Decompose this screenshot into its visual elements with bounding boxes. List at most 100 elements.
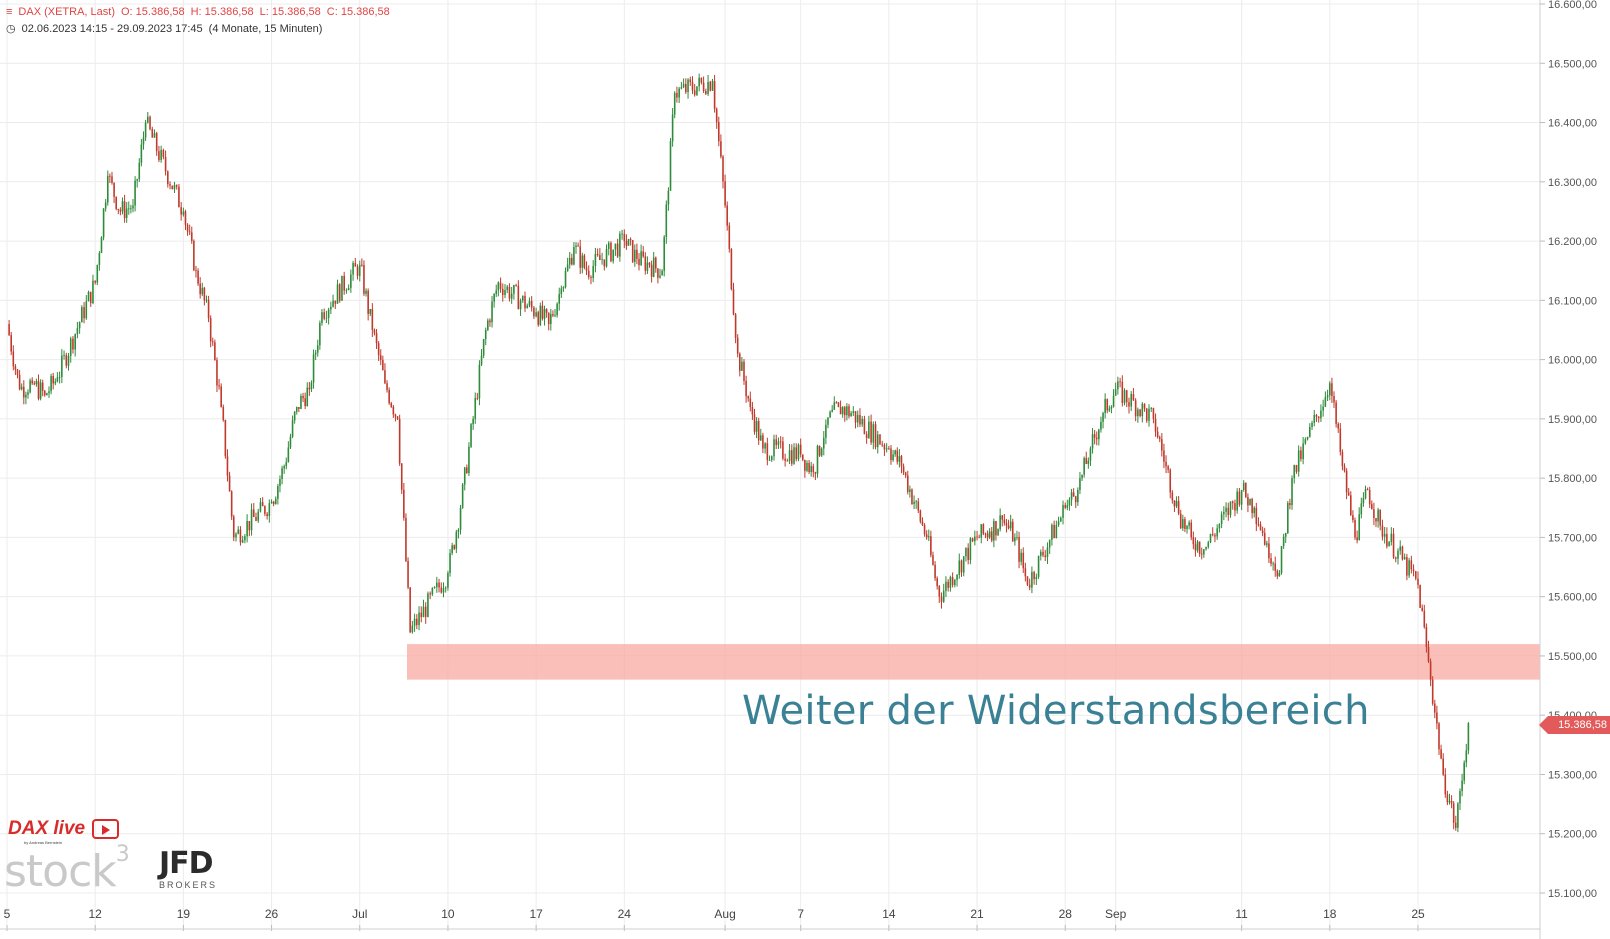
candle-body [37, 381, 40, 399]
candle-body [1268, 543, 1270, 559]
candle-body [365, 290, 367, 294]
candle-body [722, 156, 724, 182]
candle-body [1352, 515, 1354, 521]
candle-body [403, 489, 405, 518]
candle-body [1360, 503, 1363, 515]
candle-body [984, 533, 987, 535]
candle-body [390, 403, 393, 407]
candle-body [885, 448, 888, 450]
candle-body [239, 529, 242, 543]
candle-body [1440, 749, 1442, 759]
candle-body [642, 251, 645, 257]
candle-body [790, 450, 793, 464]
range-info: (4 Monate, 15 Minuten) [208, 23, 323, 35]
candle-body [1070, 492, 1073, 500]
candle-body [343, 275, 345, 291]
candle-body [833, 402, 836, 410]
candle-body [1130, 394, 1133, 407]
candle-body [1081, 474, 1083, 479]
candle-body [547, 312, 550, 325]
candle-body [312, 354, 315, 383]
candle-body [489, 320, 491, 323]
candle-body [158, 151, 160, 160]
candle-body [720, 141, 722, 157]
candle-body [314, 352, 317, 355]
candle-body [25, 394, 27, 398]
candle-body [508, 286, 511, 299]
candle-body [1261, 530, 1264, 533]
candle-body [102, 208, 105, 238]
candle-body [352, 263, 354, 275]
candle-body [640, 251, 642, 266]
candle-body [455, 531, 458, 549]
candle-body [974, 536, 976, 542]
candle-body [1431, 679, 1434, 704]
candle-body [1366, 489, 1369, 491]
candle-body [46, 393, 48, 396]
candle-body [865, 434, 868, 439]
candle-body [601, 259, 603, 261]
candle-body [1119, 381, 1121, 383]
candle-body [872, 424, 875, 443]
candle-body [915, 501, 917, 503]
candle-body [1386, 533, 1388, 547]
candle-body [338, 284, 341, 301]
candle-body [104, 202, 107, 209]
candle-body [325, 317, 328, 319]
candle-body [1397, 550, 1399, 559]
candle-body [1089, 448, 1092, 461]
candle-body [252, 509, 255, 517]
candle-body [444, 587, 447, 589]
candle-body [517, 285, 520, 310]
candle-body [1064, 504, 1067, 508]
candle-body [480, 355, 483, 365]
candle-body [147, 116, 149, 123]
candle-body [1062, 504, 1064, 518]
candle-body [1245, 482, 1247, 497]
candle-body [482, 339, 485, 356]
candle-body [528, 300, 531, 306]
candle-body [859, 415, 861, 425]
candle-body [1377, 509, 1379, 522]
candle-body [1123, 390, 1126, 403]
candle-body [788, 450, 791, 462]
candle-body [1450, 800, 1453, 804]
candle-body [1192, 537, 1195, 545]
candle-body [801, 454, 804, 460]
candle-body [33, 383, 36, 385]
candle-body [1163, 450, 1165, 462]
candle-body [350, 274, 352, 288]
candle-body [711, 81, 714, 91]
candle-body [336, 284, 339, 304]
candle-body [1035, 576, 1038, 580]
candle-body [1161, 439, 1163, 451]
candle-body [1102, 412, 1104, 422]
candle-body [1311, 422, 1313, 427]
candle-body [728, 225, 731, 249]
candle-body [1145, 408, 1148, 421]
candle-body [913, 501, 915, 505]
candle-body [1444, 774, 1447, 795]
stock3-superscript: 3 [115, 842, 130, 867]
candle-body [1459, 791, 1461, 804]
candle-body [1249, 498, 1251, 506]
candle-body [1042, 551, 1044, 556]
candle-body [1231, 501, 1234, 504]
candle-body [283, 466, 285, 469]
candle-body [775, 439, 778, 446]
candle-body [1300, 450, 1302, 460]
candle-body [1388, 541, 1390, 547]
candle-body [405, 517, 407, 562]
candle-body [1005, 523, 1008, 526]
candle-body [134, 180, 136, 206]
candle-body [1347, 492, 1350, 496]
candle-body [1324, 397, 1327, 407]
candle-body [470, 424, 472, 447]
candle-body [501, 288, 504, 296]
candle-body [264, 506, 266, 514]
y-tick-label: 15.700,00 [1548, 532, 1597, 544]
candle-body [741, 361, 743, 371]
candle-body [1137, 409, 1139, 417]
x-tick-label: Sep [1105, 907, 1127, 921]
